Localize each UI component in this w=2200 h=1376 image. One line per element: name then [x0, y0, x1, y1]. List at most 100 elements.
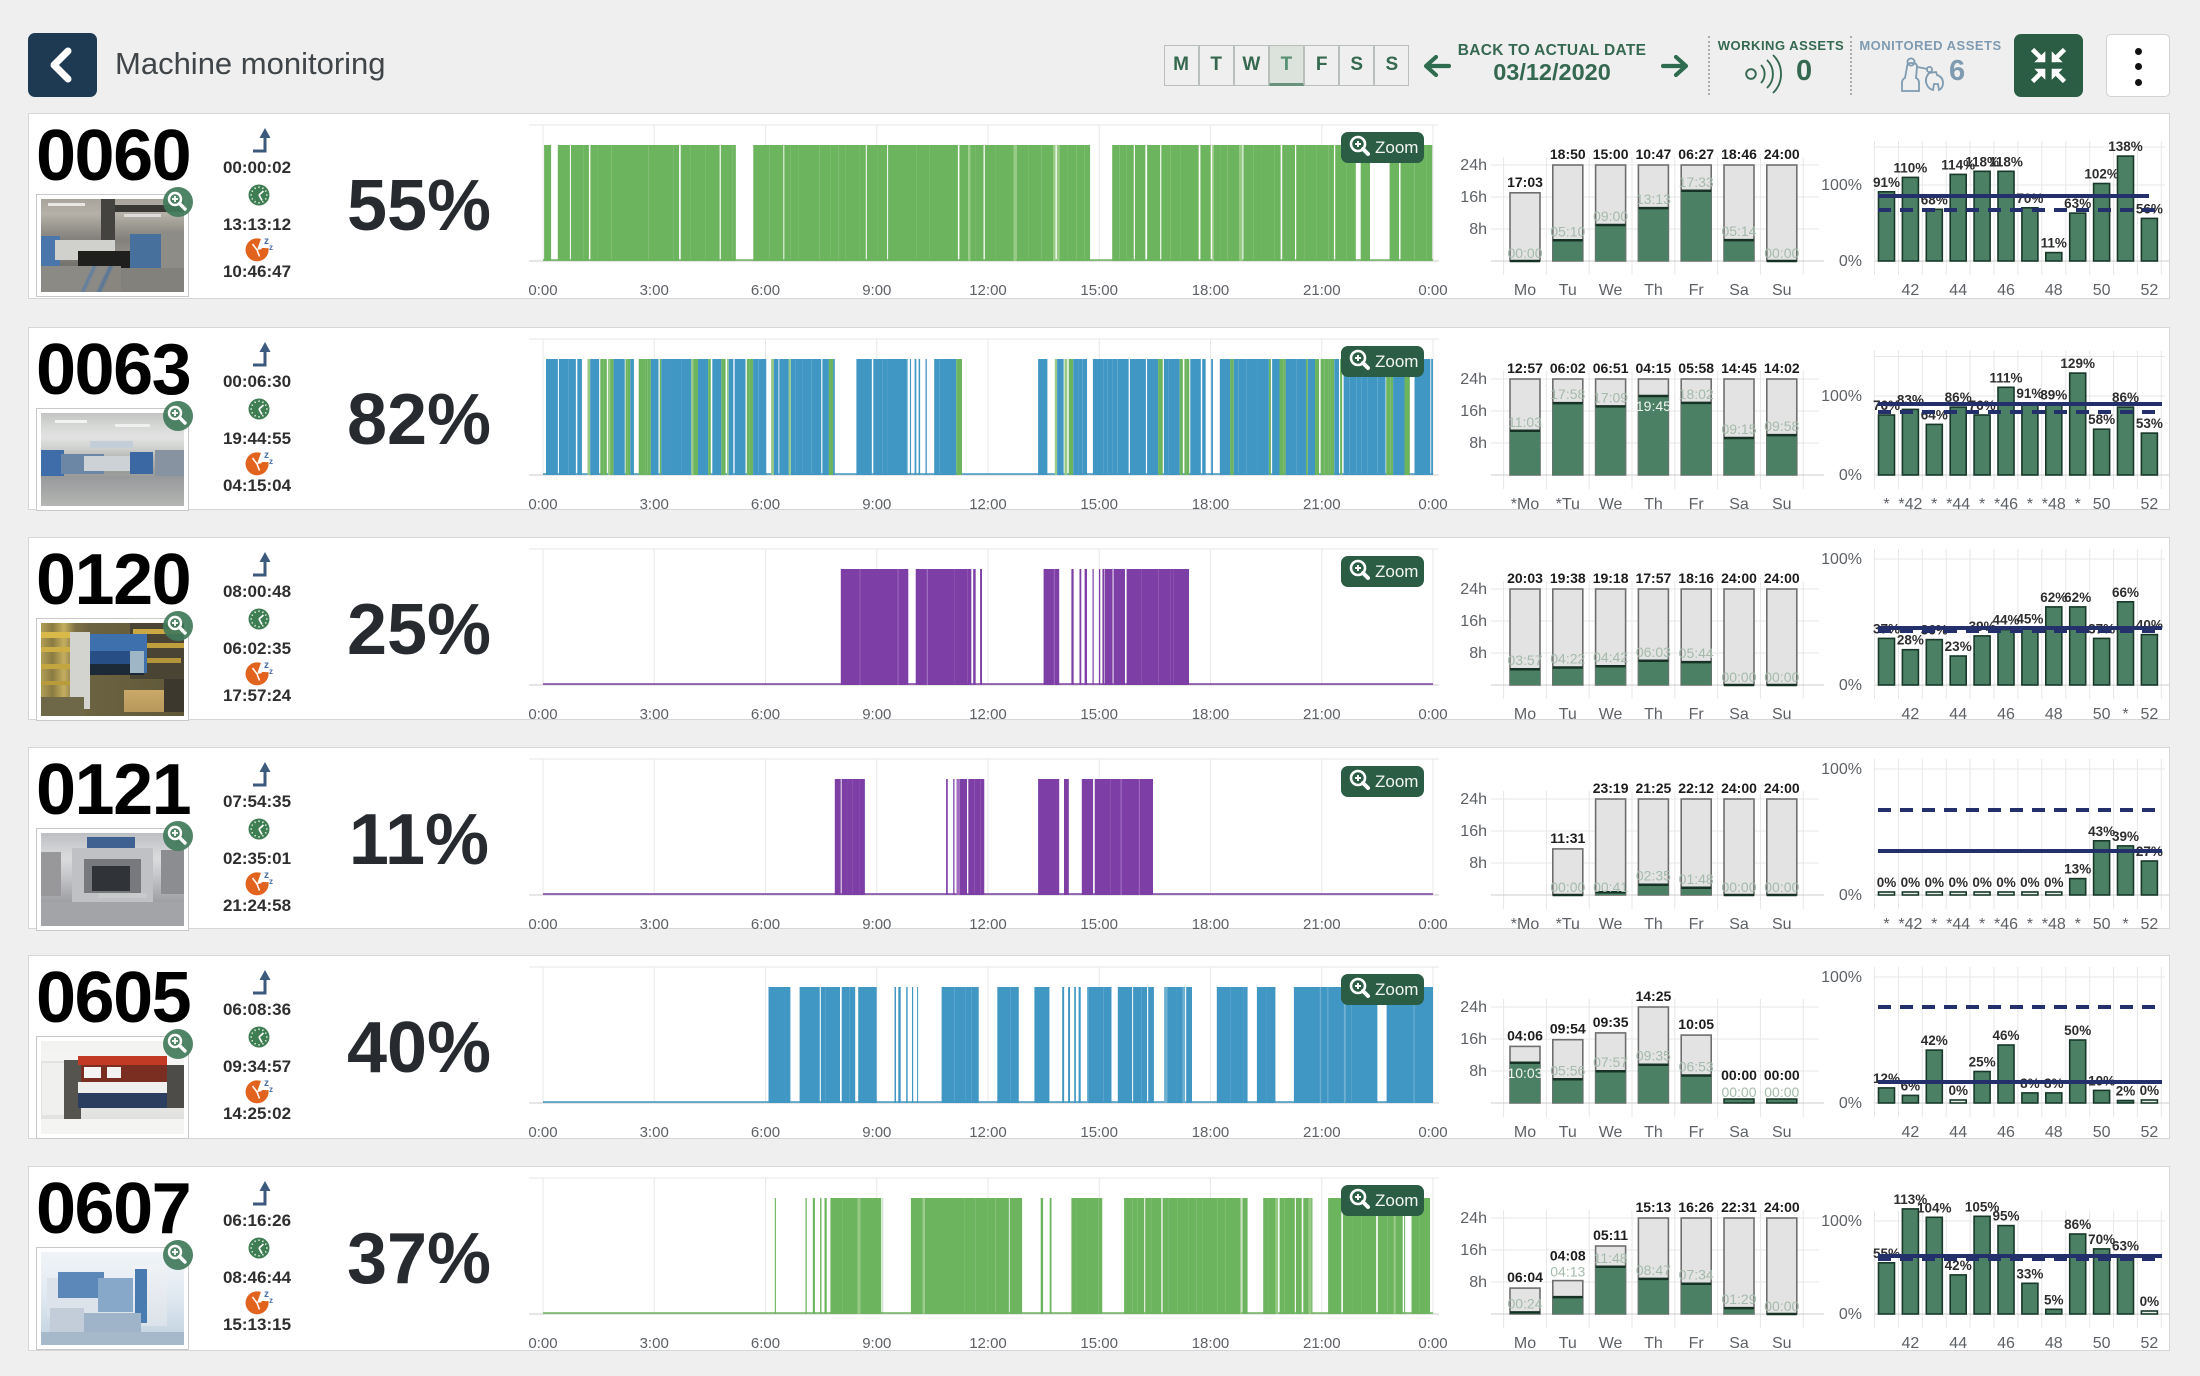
svg-text:z: z — [261, 459, 267, 471]
svg-text:33%: 33% — [2016, 1266, 2043, 1281]
svg-text:0%: 0% — [2020, 875, 2040, 890]
svg-text:*48: *48 — [2042, 496, 2066, 511]
svg-text:z: z — [269, 1085, 273, 1094]
svg-text:Sa: Sa — [1729, 706, 1749, 721]
svg-text:20:03: 20:03 — [1507, 570, 1543, 586]
svg-text:91%: 91% — [2016, 386, 2043, 401]
svg-text:19:18: 19:18 — [1593, 570, 1629, 586]
svg-text:00:00: 00:00 — [1721, 879, 1756, 895]
svg-text:24:00: 24:00 — [1764, 146, 1800, 162]
svg-text:24:00: 24:00 — [1721, 780, 1757, 796]
svg-text:Zoom: Zoom — [1375, 138, 1418, 157]
svg-text:23:19: 23:19 — [1593, 780, 1629, 796]
svg-text:*: * — [1883, 496, 1889, 511]
svg-text:23%: 23% — [1945, 639, 1972, 654]
svg-text:Su: Su — [1772, 1335, 1792, 1352]
svg-text:08:47: 08:47 — [1636, 1262, 1671, 1278]
svg-text:18:00: 18:00 — [1192, 282, 1230, 299]
svg-text:*: * — [1931, 916, 1937, 930]
svg-text:9:00: 9:00 — [862, 496, 891, 511]
svg-text:Tu: Tu — [1559, 706, 1577, 721]
svg-text:0%: 0% — [1877, 875, 1897, 890]
svg-text:0%: 0% — [2140, 1083, 2160, 1098]
svg-text:*42: *42 — [1898, 916, 1922, 930]
svg-text:11:03: 11:03 — [1508, 414, 1542, 430]
svg-text:48: 48 — [2045, 282, 2063, 299]
svg-text:2%: 2% — [2116, 1084, 2136, 1099]
svg-text:86%: 86% — [1945, 390, 1972, 405]
svg-text:10:47: 10:47 — [1635, 146, 1671, 162]
svg-text:12:00: 12:00 — [969, 496, 1007, 511]
svg-text:3:00: 3:00 — [640, 1124, 669, 1140]
svg-text:04:13: 04:13 — [1550, 1264, 1585, 1280]
svg-text:45%: 45% — [2016, 611, 2043, 626]
svg-text:8h: 8h — [1469, 221, 1487, 238]
svg-text:44%: 44% — [1992, 613, 2019, 628]
svg-text:z: z — [269, 243, 273, 252]
svg-text:09:15: 09:15 — [1721, 421, 1756, 437]
svg-text:z: z — [261, 1087, 267, 1099]
svg-text:z: z — [269, 457, 273, 466]
svg-text:0%: 0% — [1972, 875, 1992, 890]
svg-text:25%: 25% — [1969, 1055, 1996, 1070]
svg-text:Su: Su — [1772, 916, 1792, 930]
svg-text:18:00: 18:00 — [1192, 1124, 1230, 1140]
svg-text:03:57: 03:57 — [1507, 652, 1542, 668]
svg-text:06:53: 06:53 — [1679, 1059, 1714, 1075]
svg-text:Th: Th — [1644, 1335, 1663, 1352]
svg-text:6:00: 6:00 — [751, 916, 780, 930]
svg-text:14:25: 14:25 — [1635, 988, 1671, 1004]
svg-text:00:00: 00:00 — [1764, 1067, 1800, 1083]
svg-text:50: 50 — [2093, 282, 2111, 299]
svg-text:z: z — [269, 877, 273, 886]
svg-text:0%: 0% — [1925, 875, 1945, 890]
svg-text:*: * — [2075, 496, 2081, 511]
svg-text:*Mo: *Mo — [1511, 496, 1540, 511]
svg-text:0%: 0% — [1996, 875, 2016, 890]
svg-text:28%: 28% — [1897, 633, 1924, 648]
svg-text:*Tu: *Tu — [1556, 916, 1580, 930]
svg-text:Tu: Tu — [1559, 1124, 1577, 1140]
svg-text:0:00: 0:00 — [1418, 1124, 1447, 1140]
svg-text:09:00: 09:00 — [1593, 208, 1628, 224]
svg-text:18:46: 18:46 — [1721, 146, 1757, 162]
svg-text:00:00: 00:00 — [1550, 879, 1585, 895]
svg-text:9:00: 9:00 — [862, 706, 891, 721]
svg-text:42: 42 — [1902, 1124, 1920, 1140]
svg-text:0:00: 0:00 — [528, 706, 557, 721]
svg-text:18:50: 18:50 — [1550, 146, 1586, 162]
svg-text:6:00: 6:00 — [751, 1124, 780, 1140]
svg-text:07:34: 07:34 — [1679, 1267, 1714, 1283]
svg-text:Mo: Mo — [1514, 282, 1536, 299]
svg-text:24h: 24h — [1460, 791, 1487, 808]
svg-text:Su: Su — [1772, 496, 1792, 511]
svg-text:06:51: 06:51 — [1593, 360, 1629, 376]
svg-text:0%: 0% — [1839, 1306, 1862, 1323]
svg-text:Fr: Fr — [1689, 1335, 1705, 1352]
svg-text:z: z — [261, 1298, 267, 1310]
svg-text:We: We — [1599, 282, 1623, 299]
svg-text:Sa: Sa — [1729, 496, 1749, 511]
svg-text:24h: 24h — [1460, 157, 1487, 174]
svg-text:0:00: 0:00 — [528, 282, 557, 299]
svg-text:0%: 0% — [2044, 875, 2064, 890]
svg-text:00:41: 00:41 — [1593, 879, 1628, 895]
svg-text:110%: 110% — [1894, 160, 1928, 175]
svg-text:129%: 129% — [2060, 356, 2095, 371]
svg-text:z: z — [261, 879, 267, 891]
svg-text:z: z — [264, 1078, 269, 1089]
svg-text:6:00: 6:00 — [751, 496, 780, 511]
svg-text:21:25: 21:25 — [1635, 780, 1671, 796]
svg-text:42: 42 — [1902, 706, 1920, 721]
svg-text:0%: 0% — [1839, 887, 1862, 904]
svg-text:24h: 24h — [1460, 1210, 1487, 1227]
svg-text:89%: 89% — [2040, 388, 2067, 403]
svg-text:100%: 100% — [1821, 551, 1862, 568]
svg-text:17:57: 17:57 — [1635, 570, 1671, 586]
svg-text:21:00: 21:00 — [1303, 496, 1341, 511]
svg-text:102%: 102% — [2084, 167, 2119, 182]
svg-text:04:22: 04:22 — [1550, 651, 1585, 667]
svg-text:z: z — [269, 1296, 273, 1305]
svg-text:24:00: 24:00 — [1764, 570, 1800, 586]
svg-text:18:02: 18:02 — [1679, 386, 1714, 402]
